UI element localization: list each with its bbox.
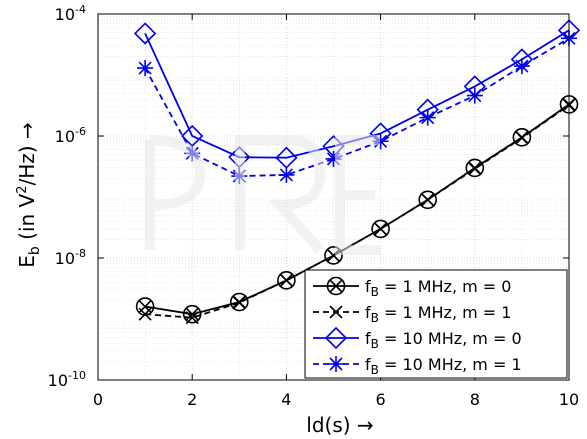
data-point [184,145,200,161]
legend-label-sub: B [371,285,379,299]
legend-label: fB = 10 MHz, m = 0 [365,329,522,351]
legend-label-sub: B [371,363,379,377]
data-point [420,110,436,126]
x-tick-label: 6 [376,390,386,409]
legend-label: fB = 10 MHz, m = 1 [365,355,522,377]
x-tick-label: 8 [470,390,480,409]
legend-label-sub: B [371,311,379,325]
y-tick-label: 10-4 [55,3,86,24]
x-axis-label: ld(s) → [306,413,373,437]
legend-label-rest: = 1 MHz, m = 1 [379,303,512,322]
y-tick-exponent: -4 [75,3,86,16]
y-tick-label: 10-8 [55,247,86,268]
marker-asterisk [420,110,436,126]
y-tick-label: 10-6 [55,125,86,146]
y-tick-base: 10 [55,249,75,268]
y-tick-base: 10 [55,5,75,24]
marker-asterisk [514,58,530,74]
data-point [137,298,154,315]
data-point [514,58,530,74]
y-axis-label-sup: 2 [15,185,30,193]
series-line [145,38,569,176]
y-tick-label: 10-10 [48,369,86,390]
marker-asterisk [326,151,342,167]
x-tick-label: 10 [559,390,579,409]
x-tick-label: 4 [281,390,291,409]
y-tick-exponent: -6 [75,125,86,138]
data-point [373,133,389,149]
legend: fB = 1 MHz, m = 0 fB = 1 MHz, m = 1 fB = 1… [305,270,567,378]
y-tick-exponent: -10 [68,369,86,382]
y-tick-base: 10 [48,371,68,390]
y-axis-label-suffix: /Hz) → [15,122,39,185]
data-point [278,167,294,183]
marker-asterisk [231,168,247,184]
legend-label: fB = 1 MHz, m = 1 [365,303,511,325]
legend-label-sub: B [371,337,379,351]
marker-asterisk [373,133,389,149]
data-point [137,60,153,76]
legend-label-rest: = 10 MHz, m = 1 [379,355,522,374]
marker-asterisk [467,88,483,104]
y-axis-label-sub: b [27,246,43,255]
series-line [145,30,569,157]
legend-marker [328,356,344,372]
legend-label-rest: = 10 MHz, m = 0 [379,329,522,348]
marker-asterisk [278,167,294,183]
x-tick-label: 0 [93,390,103,409]
marker-asterisk [137,60,153,76]
data-point [467,88,483,104]
x-tick-label: 2 [187,390,197,409]
y-axis-label-prefix: E [15,255,39,268]
legend-label-rest: = 1 MHz, m = 0 [379,277,512,296]
y-tick-exponent: -8 [75,247,86,260]
legend-label: fB = 1 MHz, m = 0 [365,277,511,299]
marker-asterisk [328,356,344,372]
data-point [231,168,247,184]
marker-asterisk [184,145,200,161]
y-tick-base: 10 [55,127,75,146]
y-axis-label-mid: (in V [15,193,39,246]
data-point [326,151,342,167]
y-axis-label: Eb (in V2/Hz) → [15,122,43,267]
